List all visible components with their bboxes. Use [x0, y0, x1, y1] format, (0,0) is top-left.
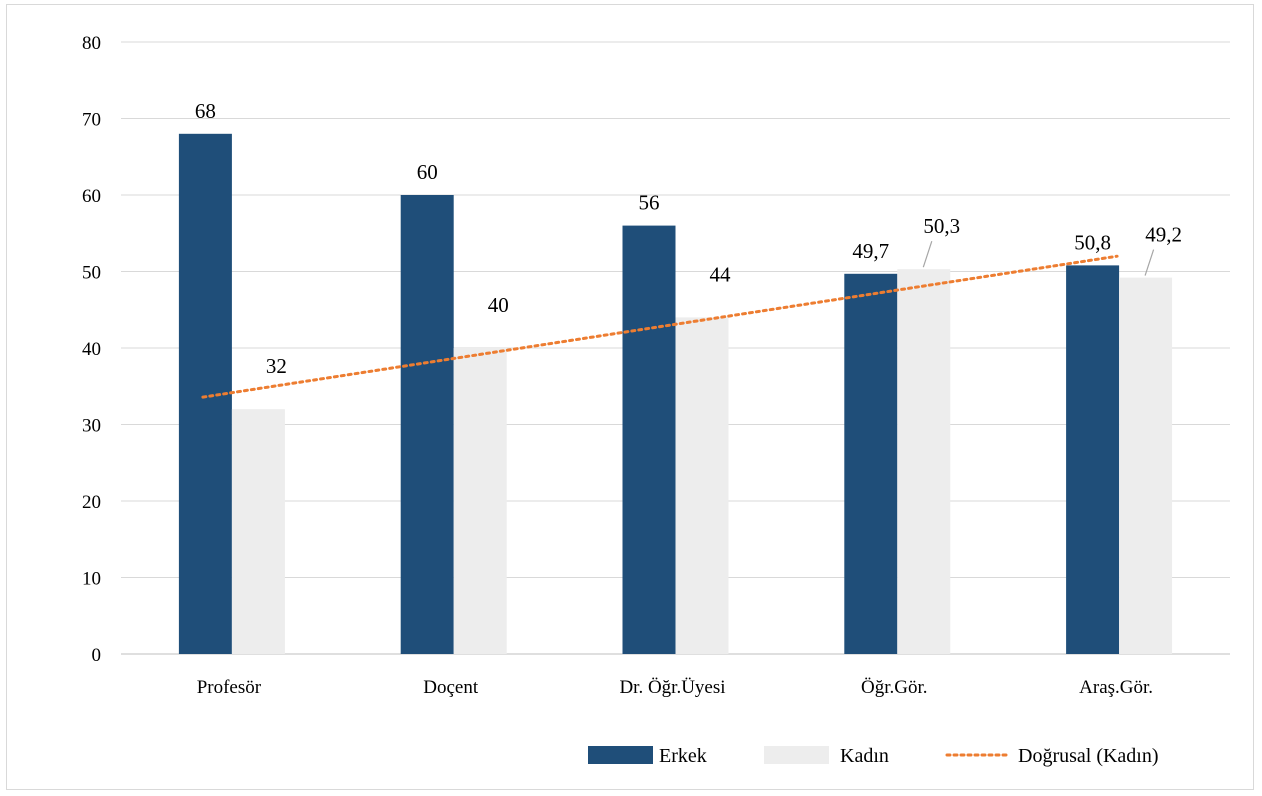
leader-line	[1144, 249, 1155, 276]
legend-label-erkek: Erkek	[659, 745, 707, 767]
y-tick-label: 30	[82, 416, 101, 437]
data-label-kadin: 32	[266, 354, 287, 378]
bar-kadn-3	[897, 269, 951, 654]
bar-kadn-2	[675, 317, 729, 654]
y-tick-label: 50	[82, 263, 101, 284]
y-tick-label: 20	[82, 492, 101, 513]
y-tick-label: 70	[82, 110, 101, 131]
data-label-erkek: 49,7	[852, 239, 889, 263]
data-label-erkek: 68	[195, 99, 216, 123]
leader-line	[922, 241, 933, 268]
legend-label-kadin: Kadın	[840, 745, 889, 767]
x-category-label: Doçent	[423, 677, 479, 698]
y-tick-label: 40	[82, 339, 101, 360]
data-label-kadin: 40	[488, 293, 509, 317]
data-label-kadin: 49,2	[1145, 223, 1182, 247]
x-category-label: Profesör	[197, 677, 262, 698]
data-labels: 68 32 60 40 56 44 49,7 50,3 50,8 49,2	[195, 99, 1182, 378]
data-label-kadin: 50,3	[923, 214, 960, 238]
bar-erkek-1	[400, 195, 454, 654]
trendline-layer	[201, 254, 1119, 399]
y-axis-ticks: 0 10 20 30 40 50 60 70 80	[82, 33, 101, 666]
bar-erkek-2	[622, 225, 676, 654]
legend: Erkek Kadın Doğrusal (Kadın)	[588, 745, 1159, 767]
bar-kadn-0	[231, 409, 285, 654]
y-tick-label: 80	[82, 33, 101, 54]
x-axis-categories: Profesör Doçent Dr. Öğr.Üyesi Öğr.Gör. Araş.…	[197, 677, 1153, 698]
bar-kadn-1	[453, 348, 507, 654]
x-category-label: Öğr.Gör.	[861, 677, 928, 698]
data-label-kadin: 44	[710, 262, 732, 286]
legend-swatch-erkek	[588, 746, 653, 764]
data-label-erkek: 50,8	[1074, 230, 1111, 254]
trendline-kadin	[201, 254, 1119, 399]
bar-erkek-3	[844, 273, 898, 654]
x-category-label: Araş.Gör.	[1079, 677, 1153, 698]
x-category-label: Dr. Öğr.Üyesi	[619, 677, 725, 698]
y-tick-label: 0	[92, 645, 102, 666]
data-label-erkek: 60	[417, 160, 438, 184]
legend-swatch-kadin	[764, 746, 829, 764]
bar-erkek-4	[1066, 265, 1120, 654]
legend-label-trendline: Doğrusal (Kadın)	[1018, 745, 1159, 767]
bar-kadn-4	[1119, 277, 1173, 654]
y-tick-label: 60	[82, 186, 101, 207]
y-tick-label: 10	[82, 569, 101, 590]
data-label-erkek: 56	[639, 191, 660, 215]
bars	[178, 133, 1173, 655]
